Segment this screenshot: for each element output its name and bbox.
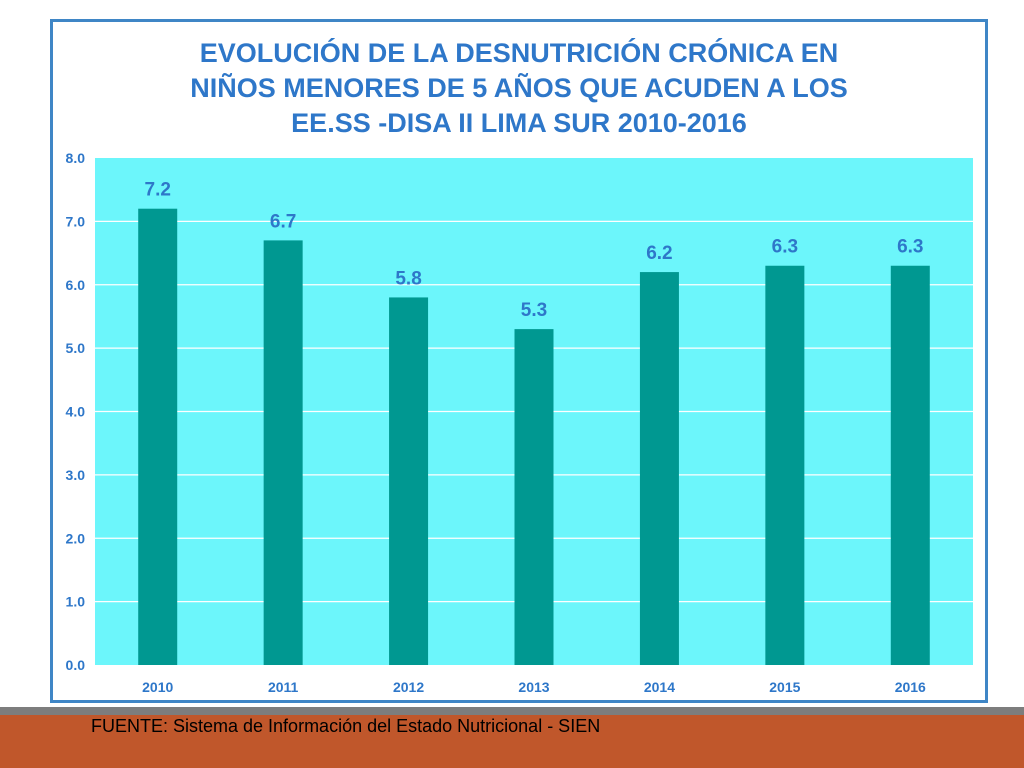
bar-2016	[890, 265, 930, 665]
chart-title-line-3: EE.SS -DISA II LIMA SUR 2010-2016	[291, 108, 747, 138]
footer-band	[0, 715, 1024, 768]
x-tick-label-2012: 2012	[393, 679, 424, 695]
data-label-2011: 6.7	[270, 211, 296, 232]
y-tick-label: 6.0	[66, 277, 86, 293]
y-tick-label: 1.0	[66, 594, 86, 610]
bars	[138, 208, 930, 665]
x-tick-label-2013: 2013	[518, 679, 549, 695]
x-tick-label-2011: 2011	[268, 679, 299, 695]
bar-2013	[514, 329, 554, 665]
x-tick-label-2010: 2010	[142, 679, 173, 695]
chart-title-line-1: EVOLUCIÓN DE LA DESNUTRICIÓN CRÓNICA EN	[199, 38, 839, 68]
footer-divider	[0, 707, 1024, 715]
x-axis-ticks: 2010 2011 2012 2013 2014 2015 2016	[142, 679, 926, 695]
y-axis-ticks: 0.0 1.0 2.0 3.0 4.0 5.0 6.0 7.0 8.0	[66, 150, 86, 673]
source-note: FUENTE: Sistema de Información del Estad…	[91, 716, 601, 736]
y-tick-label: 5.0	[66, 340, 86, 356]
bar-2010	[138, 208, 178, 665]
x-tick-label-2016: 2016	[895, 679, 926, 695]
y-tick-label: 0.0	[66, 657, 86, 673]
data-label-2010: 7.2	[145, 180, 171, 201]
data-label-2015: 6.3	[772, 237, 798, 258]
data-label-2014: 6.2	[646, 243, 672, 264]
y-tick-label: 3.0	[66, 467, 86, 483]
y-tick-label: 8.0	[66, 150, 86, 166]
data-label-2013: 5.3	[521, 300, 547, 321]
x-tick-label-2014: 2014	[644, 679, 675, 695]
data-labels: 7.2 6.7 5.8 5.3 6.2 6.3 6.3	[145, 180, 924, 321]
gridlines	[95, 220, 973, 603]
bar-2012	[389, 297, 429, 665]
bar-2011	[263, 240, 303, 665]
x-tick-label-2015: 2015	[769, 679, 800, 695]
data-label-2016: 6.3	[897, 237, 923, 258]
chart-title: EVOLUCIÓN DE LA DESNUTRICIÓN CRÓNICA EN …	[50, 36, 988, 141]
chart-title-line-2: NIÑOS MENORES DE 5 AÑOS QUE ACUDEN A LOS	[190, 73, 848, 103]
y-tick-label: 4.0	[66, 404, 86, 420]
data-label-2012: 5.8	[395, 268, 421, 289]
bar-2014	[639, 272, 679, 665]
y-tick-label: 7.0	[66, 213, 86, 229]
y-tick-label: 2.0	[66, 530, 86, 546]
bar-2015	[765, 265, 805, 665]
